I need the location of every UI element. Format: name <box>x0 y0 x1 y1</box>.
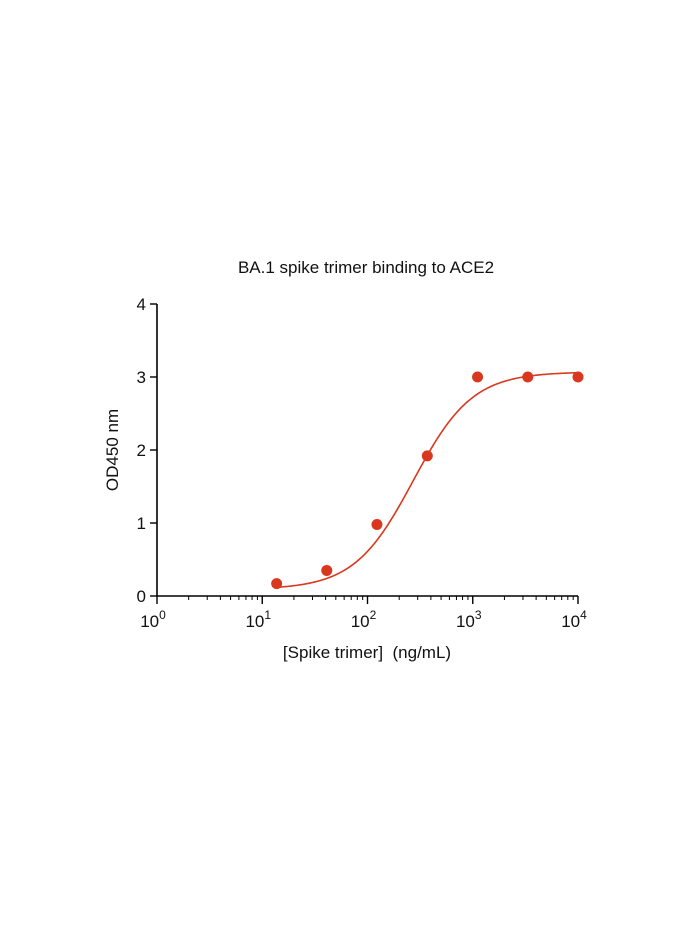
plot-area: 0 1 2 3 4 100 101 102 103 104 <box>137 295 588 631</box>
x-tick-label: 102 <box>351 608 377 631</box>
fit-curve <box>276 371 579 589</box>
chart-title: BA.1 spike trimer binding to ACE2 <box>238 258 494 277</box>
y-tick-label: 1 <box>137 514 146 533</box>
data-point <box>271 578 283 590</box>
data-point <box>371 518 383 530</box>
x-tick-label: 103 <box>456 608 482 631</box>
y-tick-label: 4 <box>137 295 146 314</box>
x-axis-label: [Spike trimer] (ng/mL) <box>283 643 451 662</box>
x-tick-label: 101 <box>245 608 271 631</box>
data-point <box>472 371 484 383</box>
data-point <box>572 371 584 383</box>
x-tick-label: 104 <box>561 608 587 631</box>
data-point <box>522 371 534 383</box>
data-point <box>421 450 433 462</box>
data-point <box>321 564 333 576</box>
y-tick-label: 2 <box>137 441 146 460</box>
x-tick-label: 100 <box>140 608 166 631</box>
y-tick-label: 0 <box>137 587 146 606</box>
y-axis-label: OD450 nm <box>103 409 122 491</box>
y-tick-label: 3 <box>137 368 146 387</box>
